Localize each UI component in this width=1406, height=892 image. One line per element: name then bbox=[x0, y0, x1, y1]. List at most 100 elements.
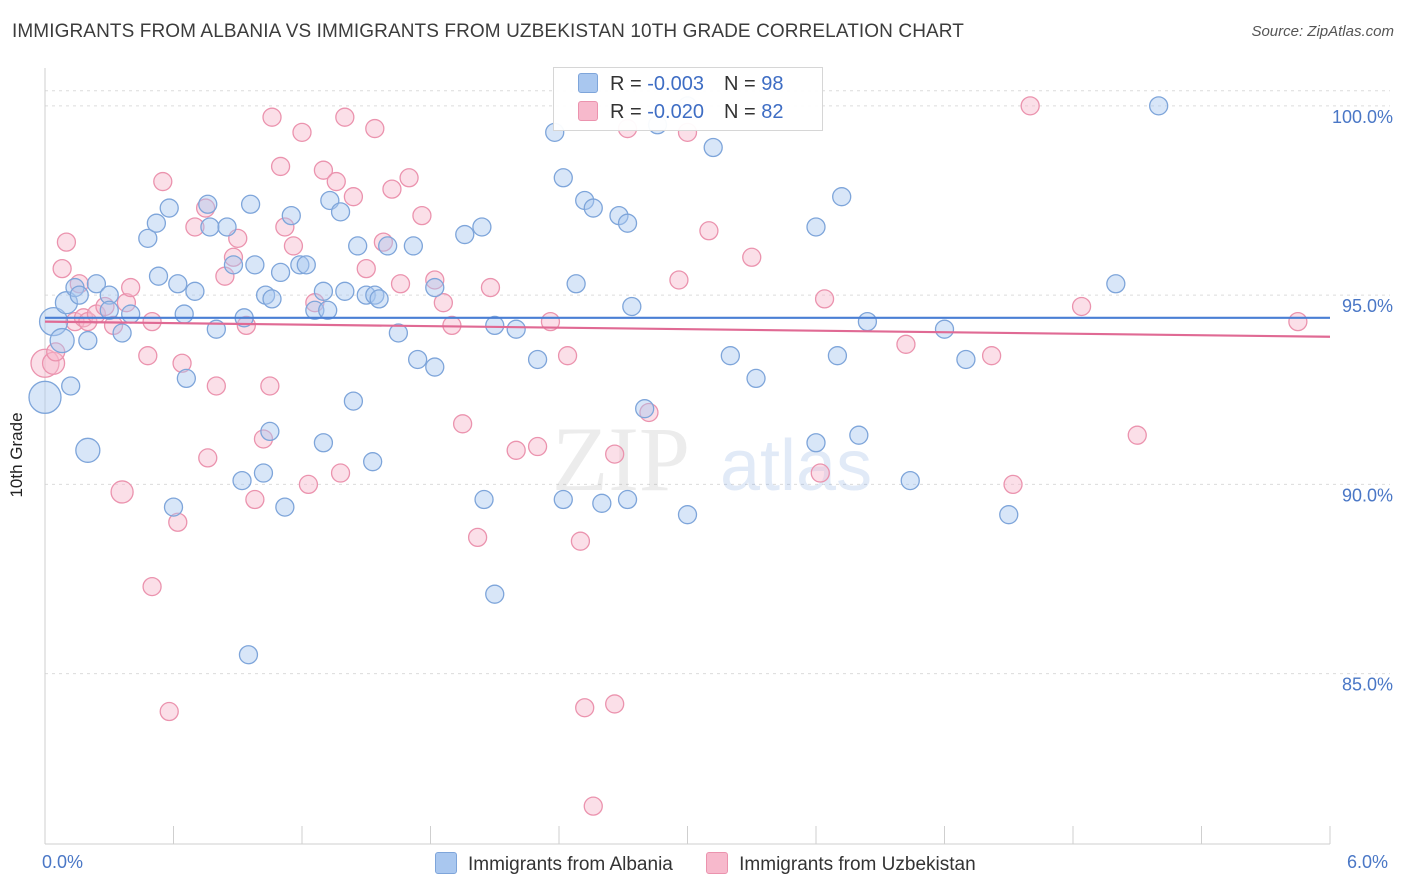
uzbekistan-point bbox=[390, 274, 411, 294]
n-label: N = bbox=[723, 101, 756, 123]
uzbekistan-point bbox=[1020, 96, 1040, 116]
albania-point bbox=[348, 236, 368, 256]
source-label: Source: ZipAtlas.com bbox=[1251, 23, 1394, 40]
uzbekistan-point bbox=[699, 221, 719, 241]
uzbekistan-point bbox=[236, 315, 256, 336]
albania-point bbox=[407, 349, 428, 370]
uzbekistan-r-value: -0.020 bbox=[647, 101, 704, 123]
uzbekistan-point bbox=[138, 346, 158, 366]
uzbekistan-point bbox=[270, 156, 291, 177]
uzbekistan-point bbox=[253, 429, 274, 449]
albania-point bbox=[455, 224, 475, 245]
albania-point bbox=[806, 217, 826, 237]
albania-point bbox=[86, 274, 107, 294]
uzbekistan-point bbox=[1127, 425, 1147, 445]
uzbekistan-n-value: 82 bbox=[761, 101, 784, 123]
uzbekistan-point bbox=[399, 168, 419, 188]
albania-point bbox=[163, 497, 184, 517]
albania-point bbox=[223, 255, 244, 275]
albania-point bbox=[260, 421, 280, 442]
grid-lines bbox=[45, 90, 1390, 675]
uzbekistan-point bbox=[814, 289, 835, 309]
r-label: R = bbox=[610, 101, 642, 123]
albania-point bbox=[485, 315, 505, 336]
albania-point bbox=[369, 289, 389, 309]
albania-point bbox=[403, 236, 424, 256]
albania-point bbox=[827, 346, 848, 366]
uzbekistan-point bbox=[335, 107, 355, 127]
albania-point bbox=[138, 228, 158, 248]
albania-point bbox=[900, 470, 920, 491]
uzbekistan-point bbox=[153, 171, 173, 192]
albania-point bbox=[553, 489, 573, 510]
albania-point bbox=[720, 346, 740, 366]
uzbekistan-point bbox=[198, 448, 218, 468]
uzbekistan-point bbox=[557, 346, 578, 366]
trend-lines bbox=[44, 316, 1331, 338]
uzbekistan-points bbox=[30, 96, 1308, 816]
uzbekistan-point bbox=[356, 258, 376, 279]
uzbekistan-point bbox=[185, 217, 205, 237]
uzbekistan-point bbox=[330, 463, 351, 483]
albania-point bbox=[363, 452, 383, 472]
uzbekistan-point bbox=[575, 698, 595, 718]
uzbekistan-point bbox=[142, 576, 162, 597]
uzbekistan-point bbox=[168, 512, 188, 532]
uzbekistan-point bbox=[56, 232, 77, 252]
uzbekistan-point bbox=[110, 480, 134, 504]
uzbekistan-point bbox=[570, 531, 591, 551]
albania-point bbox=[857, 311, 878, 332]
uzbekistan-point bbox=[245, 489, 265, 510]
uzbekistan-point bbox=[313, 160, 334, 180]
uzbekistan-point bbox=[260, 376, 280, 396]
uzbekistan-point bbox=[527, 436, 548, 457]
albania-point bbox=[1149, 96, 1169, 116]
albania-point bbox=[78, 330, 98, 351]
albania-point bbox=[159, 198, 179, 218]
x-tick-max: 6.0% bbox=[1346, 852, 1388, 872]
legend-label-albania: Immigrants from Albania bbox=[468, 854, 673, 875]
albania-point bbox=[622, 296, 642, 317]
y-axis-label: 10th Grade bbox=[7, 412, 26, 498]
albania-point bbox=[999, 505, 1019, 525]
uzbekistan-point bbox=[467, 527, 488, 548]
albania-point bbox=[275, 497, 295, 517]
uzbekistan-point bbox=[506, 440, 526, 460]
albania-point bbox=[28, 380, 62, 414]
n-label: N = bbox=[723, 73, 756, 95]
legend-row-uzbekistan: R = -0.020 N = 82 bbox=[578, 101, 783, 127]
uzbekistan-legend-swatch bbox=[706, 852, 729, 874]
albania-point bbox=[1106, 274, 1126, 294]
uzbekistan-point bbox=[810, 463, 830, 483]
albania-point bbox=[281, 205, 301, 226]
albania-point bbox=[485, 584, 505, 604]
albania-point bbox=[472, 217, 492, 237]
albania-point bbox=[146, 213, 167, 233]
albania-point bbox=[832, 187, 852, 207]
albania-point bbox=[49, 327, 75, 354]
uzbekistan-trend-line bbox=[44, 320, 1331, 338]
uzbekistan-point bbox=[292, 122, 312, 143]
y-tick-label: 90.0% bbox=[1342, 485, 1393, 505]
uzbekistan-point bbox=[283, 236, 304, 256]
uzbekistan-point bbox=[262, 107, 282, 127]
albania-point bbox=[217, 217, 237, 237]
uzbekistan-point bbox=[121, 277, 141, 298]
albania-point bbox=[617, 213, 638, 233]
albania-points bbox=[28, 96, 1169, 665]
albania-point bbox=[99, 285, 119, 305]
y-tick-label: 100.0% bbox=[1332, 107, 1393, 127]
albania-point bbox=[174, 304, 194, 324]
uzbekistan-point bbox=[1288, 311, 1308, 332]
albania-swatch bbox=[578, 73, 598, 93]
uzbekistan-point bbox=[452, 414, 473, 434]
albania-point bbox=[553, 168, 573, 188]
legend-item-uzbekistan: Immigrants from Uzbekistan bbox=[706, 852, 976, 876]
series-legend: Immigrants from Albania Immigrants from … bbox=[435, 852, 1004, 876]
albania-point bbox=[343, 391, 364, 411]
albania-point bbox=[425, 277, 445, 298]
chart-title: IMMIGRANTS FROM ALBANIA VS IMMIGRANTS FR… bbox=[12, 21, 964, 42]
albania-point bbox=[240, 194, 261, 214]
r-label: R = bbox=[610, 73, 642, 95]
uzbekistan-point bbox=[52, 258, 72, 279]
